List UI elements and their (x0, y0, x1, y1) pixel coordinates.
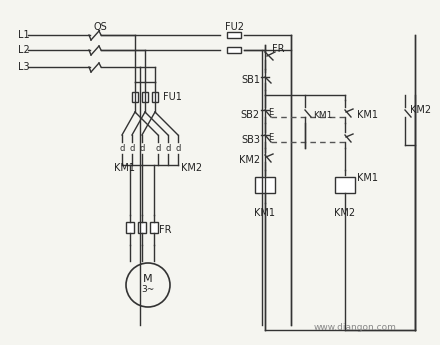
Text: SB2: SB2 (241, 110, 260, 120)
Text: KM1: KM1 (357, 173, 378, 183)
Text: KM1: KM1 (313, 110, 332, 119)
Text: d: d (119, 144, 125, 152)
Text: QS: QS (93, 22, 107, 32)
Text: SB3: SB3 (241, 135, 260, 145)
Text: E: E (268, 132, 273, 141)
Text: FU2: FU2 (225, 22, 245, 32)
Text: KM1: KM1 (254, 208, 275, 218)
Text: KM2: KM2 (239, 155, 260, 165)
Text: KM1: KM1 (114, 163, 135, 173)
Text: KM2: KM2 (410, 105, 431, 115)
Text: d: d (155, 144, 161, 152)
Text: d: d (175, 144, 181, 152)
Text: L3: L3 (18, 62, 29, 72)
FancyBboxPatch shape (152, 92, 158, 102)
Text: L2: L2 (18, 45, 30, 55)
Text: d: d (129, 144, 135, 152)
FancyBboxPatch shape (132, 92, 138, 102)
Text: M: M (143, 274, 153, 284)
Text: KM2: KM2 (334, 208, 356, 218)
Text: L1: L1 (18, 30, 29, 40)
Text: KM2: KM2 (181, 163, 202, 173)
Text: FU1: FU1 (163, 92, 182, 102)
Text: FR: FR (272, 44, 285, 54)
FancyBboxPatch shape (335, 177, 355, 193)
FancyBboxPatch shape (255, 177, 275, 193)
FancyBboxPatch shape (142, 92, 148, 102)
Text: FR: FR (159, 225, 172, 235)
FancyBboxPatch shape (227, 32, 241, 38)
Text: KM1: KM1 (357, 110, 378, 120)
Text: 3~: 3~ (141, 285, 154, 294)
Text: d: d (139, 144, 145, 152)
Text: E: E (268, 108, 273, 117)
Text: SB1: SB1 (241, 75, 260, 85)
Text: d: d (165, 144, 171, 152)
Text: www.diangon.com: www.diangon.com (314, 323, 396, 332)
FancyBboxPatch shape (126, 222, 134, 233)
FancyBboxPatch shape (150, 222, 158, 233)
FancyBboxPatch shape (138, 222, 146, 233)
FancyBboxPatch shape (227, 47, 241, 53)
